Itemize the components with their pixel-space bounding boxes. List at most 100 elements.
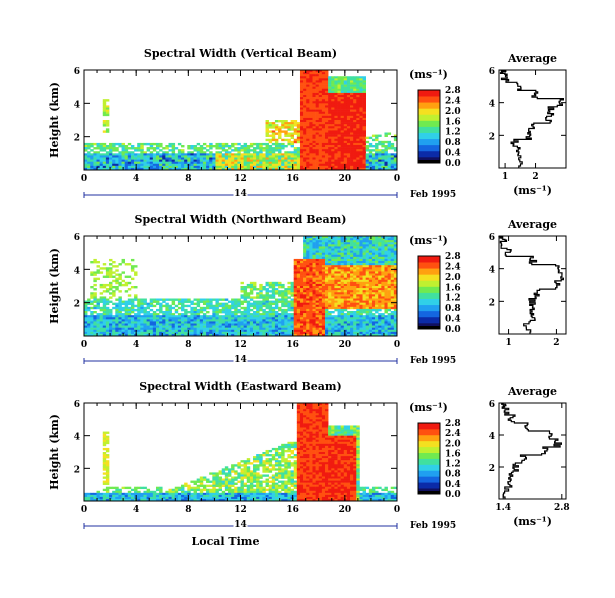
heatmap-cell [309,161,313,165]
heatmap-cell [299,97,304,100]
heatmap-cell [356,126,360,129]
heatmap-cell [343,261,348,264]
heatmap-cell [240,315,244,318]
heatmap-cell [224,317,229,320]
heatmap-cell [296,304,301,308]
heatmap-cell [296,292,301,295]
heatmap-cell [227,167,232,171]
heatmap-cell [171,315,176,318]
heatmap-cells [84,236,398,337]
heatmap-cell [353,252,357,256]
heatmap-cell [331,317,335,320]
heatmap-cell [371,261,376,264]
heatmap-cell [318,145,323,148]
heatmap-cell [193,333,197,337]
heatmap-cell [321,331,326,335]
heatmap-cell [343,151,348,154]
heatmap-cell [375,277,379,281]
heatmap-cell [281,327,285,331]
heatmap-cell [331,271,335,274]
heatmap-cell [365,153,370,156]
heatmap-cell [340,308,345,312]
heatmap-cell [102,263,107,266]
heatmap-cell [368,248,373,251]
heatmap-cell [328,115,332,119]
x-tick-label: 16 [286,174,299,184]
heatmap-cell [387,242,392,245]
heatmap-cell [259,165,263,169]
heatmap-cell [331,132,335,135]
heatmap-cell [334,76,338,79]
heatmap-cell [343,294,348,297]
heatmap-cell [227,333,232,337]
heatmap-cell [281,286,285,289]
heatmap-cell [321,261,326,264]
heatmap-cell [328,258,332,262]
heatmap-cell [318,76,323,79]
heatmap-cell [365,261,370,264]
heatmap-cell [271,124,276,127]
heatmap-cell [384,286,388,289]
heatmap-cell [381,258,385,262]
heatmap-cell [256,306,260,310]
heatmap-cell [265,145,269,148]
heatmap-cell [321,267,326,270]
heatmap-cell [318,78,323,81]
heatmap-cell [84,333,88,337]
heatmap-cell [93,163,97,167]
heatmap-cell [375,236,379,239]
heatmap-cell [375,304,379,308]
heatmap-cell [346,124,351,127]
heatmap-cell [227,329,232,333]
heatmap-cell [149,161,154,165]
heatmap-cell [177,329,182,333]
heatmap-cell [115,159,119,162]
heatmap-cell [325,302,329,306]
heatmap-cell [331,149,335,152]
heatmap-cell [174,161,179,165]
heatmap-cell [243,157,248,160]
heatmap-cell [318,298,323,301]
heatmap-cell [334,99,338,102]
heatmap-cell [118,151,122,154]
heatmap-cell [93,157,97,160]
heatmap-cell [321,95,326,98]
heatmap-cell [381,290,385,293]
heatmap-cell [99,331,104,335]
heatmap-cell [124,321,129,324]
heatmap-cell [331,111,335,115]
heatmap-cell [315,88,320,92]
heatmap-cell [353,103,357,106]
heatmap-cell [312,273,316,276]
heatmap-cell [224,308,229,312]
heatmap-cell [346,279,351,283]
heatmap-cell [365,256,370,260]
heatmap-cell [321,145,326,148]
heatmap-cell [303,95,307,98]
heatmap-cell [362,167,366,171]
heatmap-cell [384,167,388,171]
heatmap-cell [393,317,398,320]
heatmap-cell [218,325,223,328]
heatmap-cell [325,277,329,281]
heatmap-cell [271,281,276,285]
heatmap-cell [328,323,332,326]
heatmap-cell [246,286,251,289]
heatmap-cell [340,155,345,158]
heatmap-cell [387,250,392,253]
heatmap-cell [384,331,388,335]
heatmap-cell [362,159,366,162]
heatmap-cell [359,147,363,150]
heatmap-cell [284,296,288,299]
heatmap-cell [315,159,320,162]
heatmap-cell [384,240,388,243]
heatmap-cell [346,256,351,260]
heatmap-cell [390,313,395,316]
heatmap-cell [312,151,316,154]
heatmap-cell [325,130,329,133]
heatmap-cell [227,311,232,314]
heatmap-cell [281,145,285,148]
heatmap-cell [328,92,332,96]
heatmap-cell [130,319,135,322]
heatmap-cell [281,142,285,146]
